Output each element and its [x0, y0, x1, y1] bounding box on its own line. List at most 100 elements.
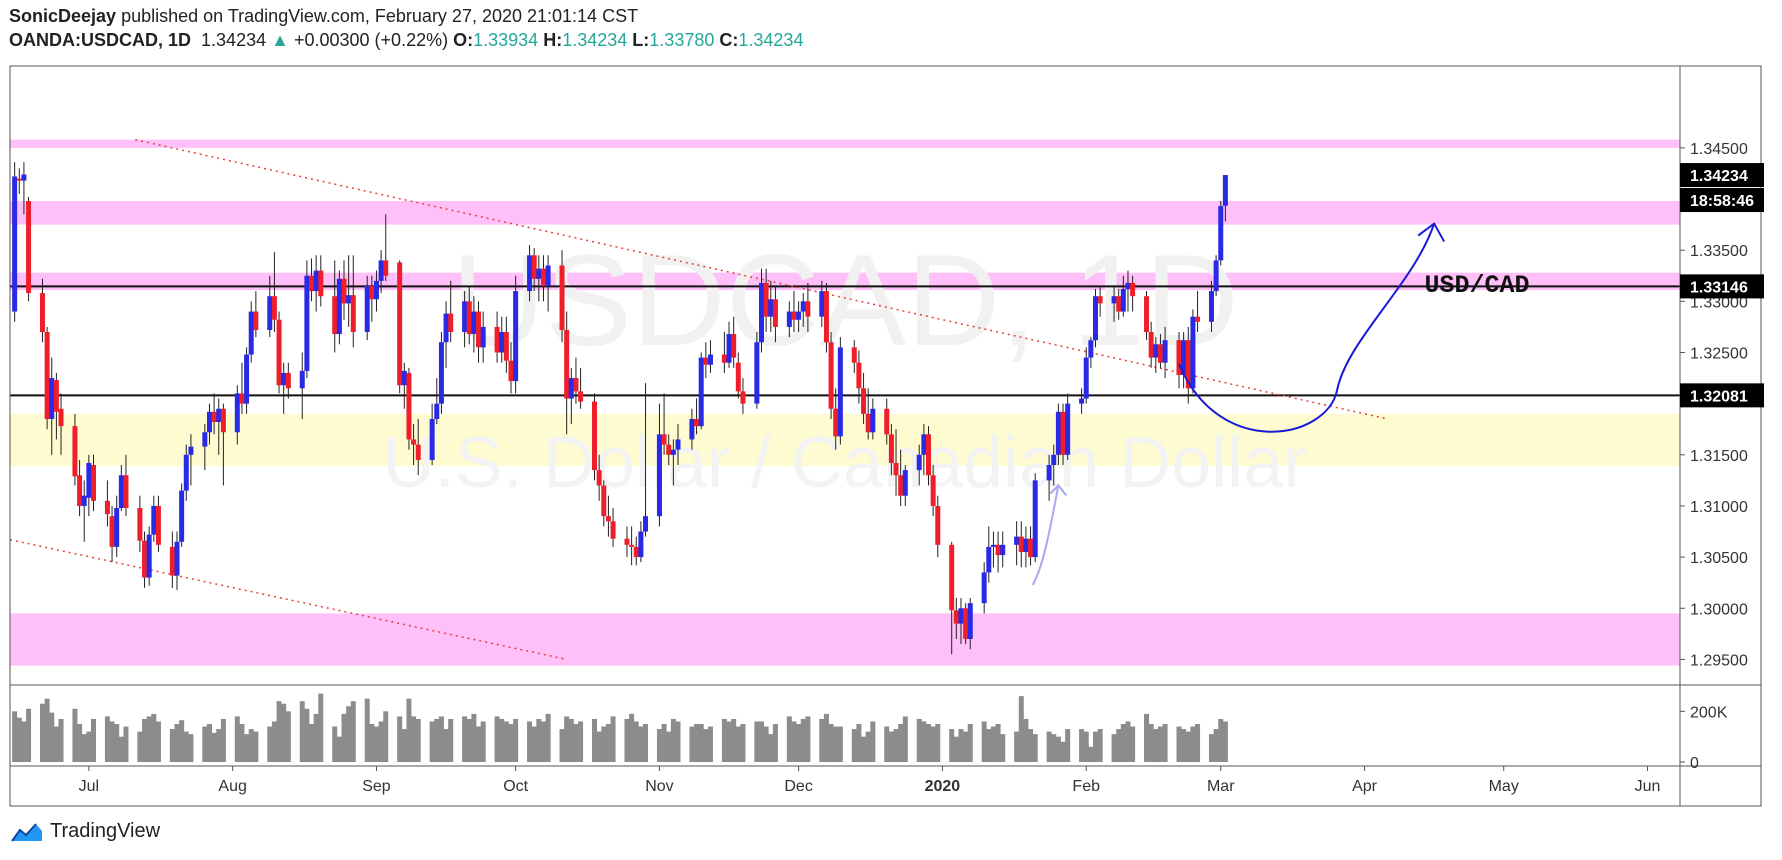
volume-bar — [1162, 724, 1168, 762]
volume-bar — [411, 716, 417, 762]
volume-bar — [1213, 729, 1219, 762]
volume-bar — [253, 731, 259, 762]
candle — [183, 444, 189, 501]
candle-body — [1065, 403, 1071, 455]
volume-bar — [443, 729, 449, 762]
volume-bar — [666, 731, 672, 762]
candle — [179, 483, 185, 547]
candle — [605, 495, 611, 537]
candle — [624, 526, 630, 558]
candle — [503, 316, 509, 373]
candle-body — [397, 262, 403, 386]
candle-body — [865, 413, 871, 433]
volume-bar — [1153, 729, 1159, 762]
volume-bar — [796, 724, 802, 762]
candle — [638, 521, 644, 563]
candle-body — [401, 370, 407, 386]
candle — [1130, 275, 1136, 312]
candle-body — [759, 282, 764, 343]
candle-body — [823, 291, 829, 343]
volume-bar — [870, 721, 876, 762]
candle — [406, 367, 412, 450]
candle-body — [299, 370, 305, 389]
candle — [1116, 289, 1122, 320]
candle — [1088, 337, 1094, 368]
candle-body — [21, 174, 27, 181]
candle-body — [77, 475, 83, 506]
candle — [137, 495, 143, 552]
volume-bar — [466, 718, 472, 762]
zone-band — [10, 613, 1680, 666]
candle — [870, 398, 876, 440]
volume-bar — [169, 729, 175, 762]
volume-bar — [1157, 726, 1163, 762]
volume-bar — [26, 708, 32, 762]
candle-body — [1148, 332, 1154, 358]
candle-body — [592, 401, 597, 471]
candle-body — [721, 354, 727, 363]
zone-band — [10, 413, 1680, 467]
candle-body — [1130, 282, 1136, 297]
candle-body — [1162, 340, 1168, 363]
candle — [629, 526, 635, 566]
price-badge — [1680, 383, 1764, 408]
candle — [675, 424, 681, 466]
candle-body — [281, 372, 287, 386]
volume-bar — [731, 718, 737, 762]
candle — [253, 291, 259, 338]
candle — [1060, 403, 1066, 466]
volume-bar — [670, 718, 676, 762]
candle-body — [605, 516, 611, 522]
candle-body — [109, 516, 115, 547]
candle — [220, 403, 226, 486]
candle — [1051, 444, 1057, 486]
candle — [188, 434, 194, 486]
volume-bar — [930, 726, 936, 762]
footer-brand[interactable]: TradingView — [10, 820, 160, 843]
candle-body — [763, 282, 769, 317]
symbol-label[interactable]: OANDA:USDCAD, 1D — [9, 30, 192, 50]
candle-body — [503, 332, 509, 361]
close-label: C: — [719, 30, 739, 50]
volume-bar — [267, 726, 273, 762]
candle-body — [578, 391, 584, 402]
volume-bar — [248, 729, 254, 762]
candle — [545, 255, 551, 312]
candle — [271, 252, 277, 333]
volume-bar — [759, 721, 764, 762]
candle — [898, 449, 904, 506]
candle-body — [118, 475, 124, 508]
volume-bar — [406, 698, 412, 762]
candle-body — [206, 411, 212, 433]
candle-body — [601, 485, 607, 517]
volume-bar — [768, 734, 774, 762]
candle — [476, 301, 482, 363]
candle-body — [248, 311, 254, 355]
watermark-name: U.S. Dollar / Canadian Dollar — [383, 423, 1307, 503]
candle-body — [72, 426, 78, 477]
volume-bar — [1083, 731, 1089, 762]
volume-bar — [800, 718, 806, 762]
price-tick-label: 1.32500 — [1690, 345, 1748, 362]
small-arrowhead — [1049, 483, 1068, 497]
volume-bar — [902, 716, 908, 762]
candle — [786, 301, 792, 338]
candle-body — [926, 434, 931, 476]
candle-body — [309, 275, 315, 292]
candle — [666, 434, 672, 466]
candle — [1190, 309, 1196, 394]
candle-body — [638, 531, 644, 558]
volume-bar — [726, 721, 732, 762]
volume-bar — [772, 724, 778, 762]
candle — [1093, 289, 1098, 348]
volume-bar — [72, 708, 78, 762]
volume-bar — [155, 721, 161, 762]
volume-bar — [926, 724, 931, 762]
candle — [902, 465, 908, 506]
volume-bar — [383, 711, 389, 762]
candle-body — [415, 444, 421, 460]
author-name[interactable]: SonicDeejay — [9, 6, 117, 26]
volume-bar — [183, 731, 189, 762]
candle — [981, 562, 987, 614]
